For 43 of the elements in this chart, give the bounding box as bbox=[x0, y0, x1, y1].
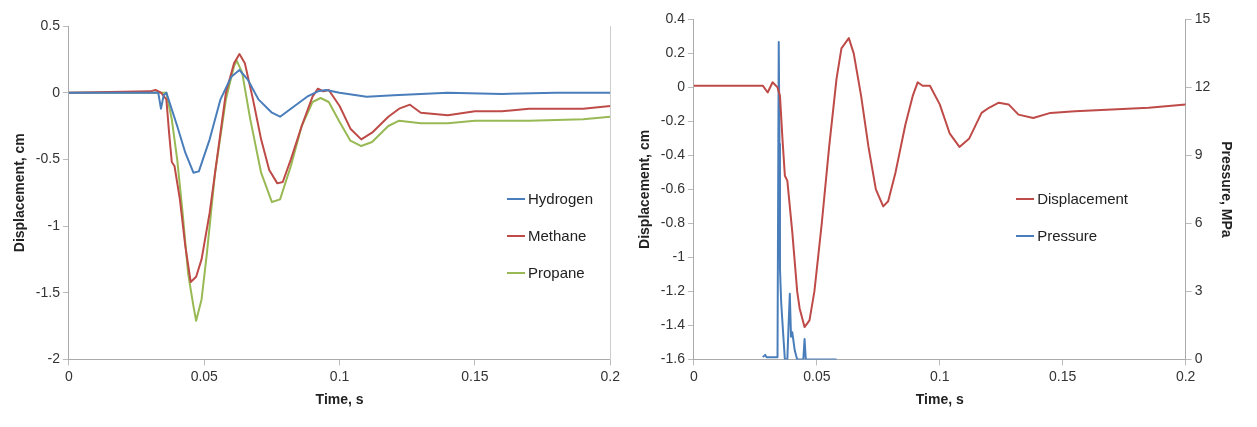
y2-tick-label: 15 bbox=[1194, 10, 1211, 27]
x-tick-label: 0.15 bbox=[1049, 367, 1077, 384]
x-tick-label: 0.05 bbox=[190, 367, 219, 384]
y-tick-label: -1.2 bbox=[660, 282, 686, 299]
y-tick-label: -1.6 bbox=[660, 350, 686, 367]
y2-tick-label: 0 bbox=[1194, 350, 1203, 367]
y2-tick-label: 3 bbox=[1194, 282, 1203, 299]
y-tick-label: -0.5 bbox=[35, 150, 61, 167]
y-tick-label: 0.4 bbox=[665, 10, 686, 27]
y-axis-title: Displacement, cm bbox=[11, 133, 28, 253]
y-tick-label: -1.5 bbox=[35, 283, 61, 300]
y-tick-label: 0.2 bbox=[665, 44, 686, 61]
y-tick-label: 0 bbox=[677, 78, 686, 95]
y-tick-label: -0.2 bbox=[660, 112, 686, 129]
y2-tick-label: 9 bbox=[1194, 146, 1203, 163]
x-tick-label: 0.2 bbox=[600, 367, 621, 384]
y-tick-label: -1.4 bbox=[660, 316, 686, 333]
y2-axis-title: Pressure, MPa bbox=[1218, 141, 1235, 238]
y-tick-label: -0.6 bbox=[660, 180, 686, 197]
x-axis-title: Time, s bbox=[915, 391, 964, 408]
x-tick-label: 0.1 bbox=[329, 367, 350, 384]
legend-label: Methane bbox=[527, 227, 587, 245]
x-tick-label: 0.2 bbox=[1175, 367, 1196, 384]
y2-tick-label: 6 bbox=[1194, 214, 1203, 231]
x-tick-label: 0 bbox=[690, 367, 699, 384]
legend-label: Hydrogen bbox=[527, 190, 593, 208]
y-tick-label: 0 bbox=[52, 83, 61, 100]
legend-label: Propane bbox=[527, 264, 585, 282]
x-axis-title: Time, s bbox=[315, 391, 364, 408]
y-tick-label: 0.5 bbox=[40, 16, 61, 33]
y-tick-label: -1 bbox=[672, 248, 686, 265]
y2-tick-label: 12 bbox=[1194, 78, 1211, 95]
x-tick-label: 0 bbox=[65, 367, 74, 384]
x-tick-label: 0.1 bbox=[930, 367, 950, 384]
y-tick-label: -2 bbox=[47, 350, 61, 367]
x-tick-label: 0.05 bbox=[803, 367, 831, 384]
y-tick-label: -1 bbox=[47, 216, 61, 233]
x-tick-label: 0.15 bbox=[461, 367, 489, 384]
y-tick-label: -0.4 bbox=[660, 146, 686, 163]
legend-label: Displacement bbox=[1037, 190, 1128, 208]
legend-label: Pressure bbox=[1037, 227, 1098, 245]
y-tick-label: -0.8 bbox=[660, 214, 686, 231]
y-axis-title: Displacement, cm bbox=[636, 129, 653, 249]
